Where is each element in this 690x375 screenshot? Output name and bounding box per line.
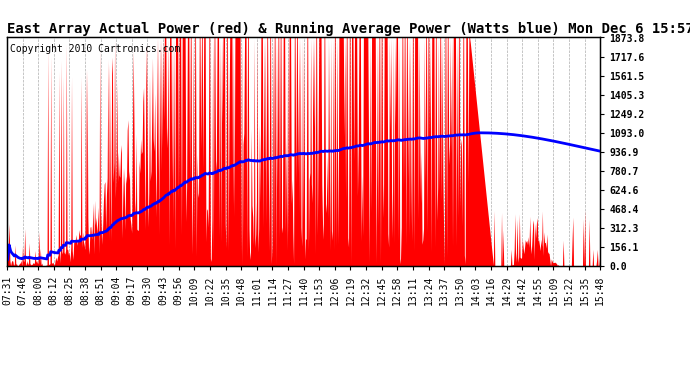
Text: Copyright 2010 Cartronics.com: Copyright 2010 Cartronics.com — [10, 44, 180, 54]
Text: East Array Actual Power (red) & Running Average Power (Watts blue) Mon Dec 6 15:: East Array Actual Power (red) & Running … — [7, 22, 690, 36]
